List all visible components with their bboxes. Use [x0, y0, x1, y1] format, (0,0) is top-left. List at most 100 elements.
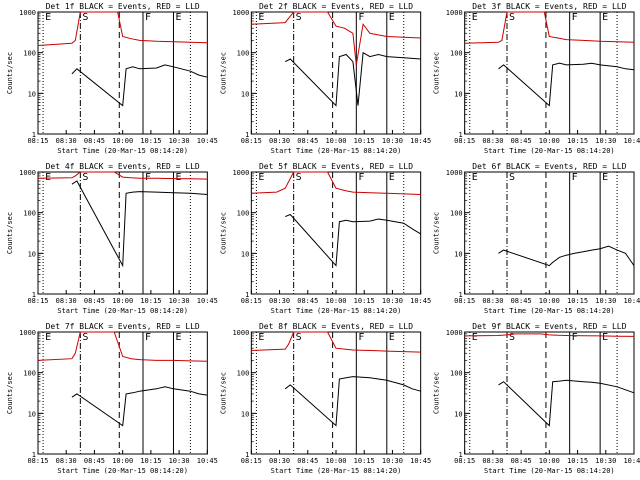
- y-tick-label: 100: [450, 210, 463, 218]
- y-tick-label: 100: [23, 210, 36, 218]
- x-tick-label: 08:15: [27, 137, 48, 145]
- chart-panel-5: Det 5f BLACK = Events, RED = LLD 1 10 100 10…: [219, 162, 431, 315]
- y-tick-label: 10: [28, 410, 36, 418]
- x-tick-label: 10:15: [354, 297, 375, 305]
- x-axis-label: Start Time (20-Mar-15 08:14:20): [271, 147, 402, 155]
- chart-title: Det 2f BLACK = Events, RED = LLD: [259, 2, 413, 11]
- x-tick-label: 08:30: [269, 457, 290, 465]
- y-tick-label: 100: [23, 370, 36, 378]
- x-axis-label: Start Time (20-Mar-15 08:14:20): [484, 307, 615, 315]
- x-tick-label: 10:00: [325, 297, 346, 305]
- y-tick-label: 10: [454, 410, 462, 418]
- series-line-2: [284, 51, 421, 107]
- x-tick-label: 08:45: [511, 137, 532, 145]
- event-marker-label: E: [175, 12, 181, 23]
- plot-frame: [250, 11, 422, 135]
- event-marker-label: E: [258, 12, 264, 23]
- event-marker-label: S: [509, 172, 515, 183]
- y-axis-label: Counts/sec: [6, 52, 14, 94]
- event-marker-label: F: [572, 12, 578, 23]
- y-tick-label: 10: [454, 90, 462, 98]
- x-tick-label: 08:30: [56, 297, 77, 305]
- x-tick-label: 08:30: [56, 457, 77, 465]
- y-axis-label: Counts/sec: [6, 372, 14, 414]
- event-marker-label: E: [258, 332, 264, 343]
- series-line-2: [71, 386, 208, 427]
- y-tick-label: 1000: [446, 169, 463, 177]
- x-tick-label: 10:15: [567, 457, 588, 465]
- series-line-1: [251, 11, 421, 65]
- x-tick-label: 10:30: [595, 297, 616, 305]
- x-tick-label: 10:00: [325, 137, 346, 145]
- event-marker-label: E: [175, 332, 181, 343]
- y-tick-label: 1000: [19, 329, 36, 337]
- x-axis-label: Start Time (20-Mar-15 08:14:20): [57, 147, 188, 155]
- plot-frame: [250, 171, 422, 295]
- x-tick-label: 10:30: [169, 457, 190, 465]
- x-tick-label: 08:15: [27, 297, 48, 305]
- event-marker-label: S: [82, 12, 88, 23]
- chart-panel-9: Det 9f BLACK = Events, RED = LLD 1 10 100 10…: [433, 322, 640, 475]
- y-tick-label: 1000: [19, 169, 36, 177]
- y-tick-label: 1: [458, 131, 462, 139]
- plot-frame: [250, 331, 422, 455]
- x-tick-label: 08:45: [84, 137, 105, 145]
- x-tick-label: 08:15: [241, 457, 262, 465]
- y-tick-label: 1: [32, 451, 36, 459]
- y-tick-label: 1000: [446, 329, 463, 337]
- event-marker-label: F: [572, 172, 578, 183]
- x-tick-label: 10:00: [539, 137, 560, 145]
- series-line-2: [285, 213, 421, 267]
- x-tick-label: 10:15: [354, 137, 375, 145]
- x-tick-label: 10:30: [169, 137, 190, 145]
- x-tick-label: 08:15: [27, 457, 48, 465]
- event-marker-label: E: [602, 332, 608, 343]
- event-marker-label: E: [472, 332, 478, 343]
- chart-panel-3: Det 3f BLACK = Events, RED = LLD 1 10 100 10…: [433, 2, 640, 155]
- chart-title: Det 8f BLACK = Events, RED = LLD: [259, 322, 413, 331]
- x-tick-label: 08:45: [511, 297, 532, 305]
- x-axis-label: Start Time (20-Mar-15 08:14:20): [271, 467, 402, 475]
- chart-title: Det 9f BLACK = Events, RED = LLD: [472, 322, 626, 331]
- x-tick-label: 10:45: [197, 137, 218, 145]
- x-tick-label: 08:30: [269, 297, 290, 305]
- y-tick-label: 1000: [232, 169, 249, 177]
- y-tick-label: 1000: [446, 9, 463, 17]
- event-marker-label: F: [145, 332, 151, 343]
- x-axis-label: Start Time (20-Mar-15 08:14:20): [57, 307, 188, 315]
- y-axis-label: Counts/sec: [433, 212, 441, 254]
- event-marker-label: E: [258, 172, 264, 183]
- event-marker-label: E: [175, 172, 181, 183]
- y-axis-label: Counts/sec: [219, 52, 227, 94]
- y-tick-label: 1000: [232, 329, 249, 337]
- event-marker-label: E: [472, 12, 478, 23]
- chart-panel-8: Det 8f BLACK = Events, RED = LLD 1 10 100 10…: [219, 322, 431, 475]
- series-line-1: [251, 171, 421, 195]
- x-tick-label: 08:45: [297, 297, 318, 305]
- x-tick-label: 08:45: [511, 457, 532, 465]
- chart-title: Det 4f BLACK = Events, RED = LLD: [46, 162, 200, 171]
- x-tick-label: 10:30: [382, 297, 403, 305]
- chart-title: Det 7f BLACK = Events, RED = LLD: [46, 322, 200, 331]
- x-tick-label: 10:45: [623, 137, 640, 145]
- series-line-2: [284, 376, 421, 427]
- plot-frame: [37, 11, 208, 135]
- x-tick-label: 08:30: [482, 297, 503, 305]
- x-axis-label: Start Time (20-Mar-15 08:14:20): [57, 467, 188, 475]
- y-tick-label: 100: [237, 50, 250, 58]
- plot-frame: [37, 171, 208, 295]
- y-tick-label: 10: [241, 410, 249, 418]
- x-tick-label: 08:45: [84, 457, 105, 465]
- x-tick-label: 10:45: [197, 457, 218, 465]
- x-tick-label: 10:45: [623, 297, 640, 305]
- x-tick-label: 10:00: [112, 297, 133, 305]
- x-tick-label: 10:45: [410, 457, 431, 465]
- event-marker-label: S: [82, 172, 88, 183]
- series-line-1: [464, 333, 635, 337]
- x-tick-label: 08:15: [454, 137, 475, 145]
- event-marker-label: E: [45, 332, 51, 343]
- chart-title: Det 1f BLACK = Events, RED = LLD: [46, 2, 200, 11]
- y-tick-label: 10: [241, 90, 249, 98]
- event-marker-label: E: [45, 12, 51, 23]
